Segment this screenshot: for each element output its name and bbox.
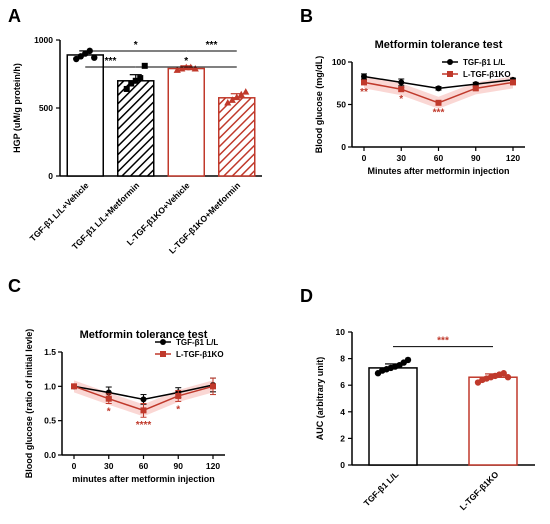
x-tick-label: 30: [397, 153, 407, 163]
bar: [468, 376, 518, 466]
data-point: [128, 80, 135, 87]
significance-label: *: [134, 40, 138, 51]
data-point: [472, 85, 479, 92]
legend-marker: [447, 59, 453, 65]
data-point: [504, 374, 512, 381]
panel-d-bar-chart: 0 2 4 6 8 10 AUC (arbitrary unit) TGF-β1 L/L L-T…: [315, 327, 535, 512]
x-tick-label: 120: [206, 461, 220, 471]
data-point: [361, 79, 367, 86]
bar: [66, 54, 104, 177]
bar: [117, 80, 155, 177]
x-tick-label: 90: [174, 461, 184, 471]
data-point: [175, 392, 182, 399]
data-point: [132, 77, 139, 84]
y-tick-label: 10: [336, 327, 346, 337]
y-tick-label: 1000: [34, 35, 53, 45]
data-point: [191, 64, 199, 72]
y-tick-label: 0: [48, 171, 53, 181]
data-point: [398, 86, 405, 93]
data-point: [137, 75, 144, 82]
legend-marker: [160, 339, 166, 345]
panel-letter-b: B: [300, 6, 313, 26]
panel-letter-c: C: [8, 276, 21, 296]
y-tick-label: 50: [337, 100, 347, 110]
data-point: [123, 85, 130, 92]
data-point: [435, 85, 442, 92]
category-label: L-TGF-β1KO: [458, 469, 501, 512]
data-point: [500, 370, 507, 377]
legend-label: TGF-β1 L/L: [463, 58, 505, 67]
y-axis-label: HGP (uM/g protein/h): [12, 63, 22, 153]
significance-label: *: [184, 56, 188, 67]
category-label: TGF-β1 L/L: [362, 469, 401, 508]
y-axis-label: AUC (arbitrary unit): [315, 357, 325, 441]
significance-label: *: [107, 407, 111, 418]
data-point: [105, 395, 112, 402]
data-point: [242, 88, 250, 95]
y-tick-label: 0.0: [44, 450, 56, 460]
y-tick-label: 100: [332, 57, 346, 67]
chart-title: Metformin tolerance test: [375, 39, 503, 51]
x-axis-label: Minutes after metformin injection: [367, 166, 509, 176]
y-tick-label: 500: [39, 103, 53, 113]
y-tick-label: 0: [340, 460, 345, 470]
data-point: [140, 396, 147, 403]
legend-label: L-TGF-β1KO: [463, 70, 511, 79]
bar: [167, 67, 205, 177]
x-axis-label: minutes after metformin injection: [72, 474, 215, 484]
data-point: [361, 73, 367, 80]
significance-label: *: [176, 404, 180, 415]
x-tick-label: 30: [104, 461, 114, 471]
legend-marker: [160, 351, 166, 357]
y-axis-label: Blood glucose (ratio of initial levle): [24, 329, 34, 479]
data-point: [140, 407, 147, 414]
bar: [368, 367, 418, 466]
x-tick-label: 0: [72, 461, 77, 471]
x-tick-label: 90: [471, 153, 481, 163]
legend-marker: [447, 71, 453, 77]
y-tick-label: 6: [340, 380, 345, 390]
data-point: [435, 99, 442, 106]
x-tick-label: 0: [362, 153, 367, 163]
significance-label: ****: [136, 420, 152, 431]
significance-label: ***: [105, 56, 117, 67]
y-tick-label: 8: [340, 354, 345, 364]
data-point: [510, 79, 516, 86]
data-point: [398, 79, 405, 86]
bar: [218, 97, 256, 177]
significance-label: ***: [437, 336, 449, 347]
data-point: [71, 383, 77, 390]
y-tick-label: 0.5: [44, 416, 56, 426]
data-point: [237, 90, 245, 98]
data-point: [91, 54, 98, 61]
legend-label: L-TGF-β1KO: [176, 350, 224, 359]
panel-c-line-chart: Metformin tolerance test 0.0 0.5 1.0 1.5 0 30 6…: [24, 329, 225, 484]
y-tick-label: 1.5: [44, 347, 56, 357]
y-tick-label: 4: [340, 407, 345, 417]
x-tick-label: 60: [139, 461, 149, 471]
panel-letter-a: A: [8, 6, 21, 26]
x-tick-label: 60: [434, 153, 444, 163]
y-axis-label: Blood glucose (mg/dL): [314, 56, 324, 154]
data-point: [228, 96, 236, 103]
data-point: [141, 62, 148, 69]
y-tick-label: 1.0: [44, 381, 56, 391]
panel-b-line-chart: Metformin tolerance test 0 50 100 0 30 60 90 120…: [314, 39, 525, 176]
significance-label: ***: [433, 108, 445, 119]
y-tick-label: 0: [341, 142, 346, 152]
data-point: [224, 98, 232, 106]
data-point: [404, 356, 412, 364]
significance-label: ***: [206, 40, 218, 51]
panel-letter-d: D: [300, 286, 313, 306]
significance-label: *: [399, 94, 403, 105]
y-tick-label: 2: [340, 433, 345, 443]
data-point: [210, 383, 216, 390]
legend-label: TGF-β1 L/L: [176, 338, 218, 347]
significance-label: **: [360, 87, 368, 98]
x-tick-label: 120: [506, 153, 520, 163]
data-point: [233, 93, 241, 101]
chart-title: Metformin tolerance test: [80, 329, 208, 341]
